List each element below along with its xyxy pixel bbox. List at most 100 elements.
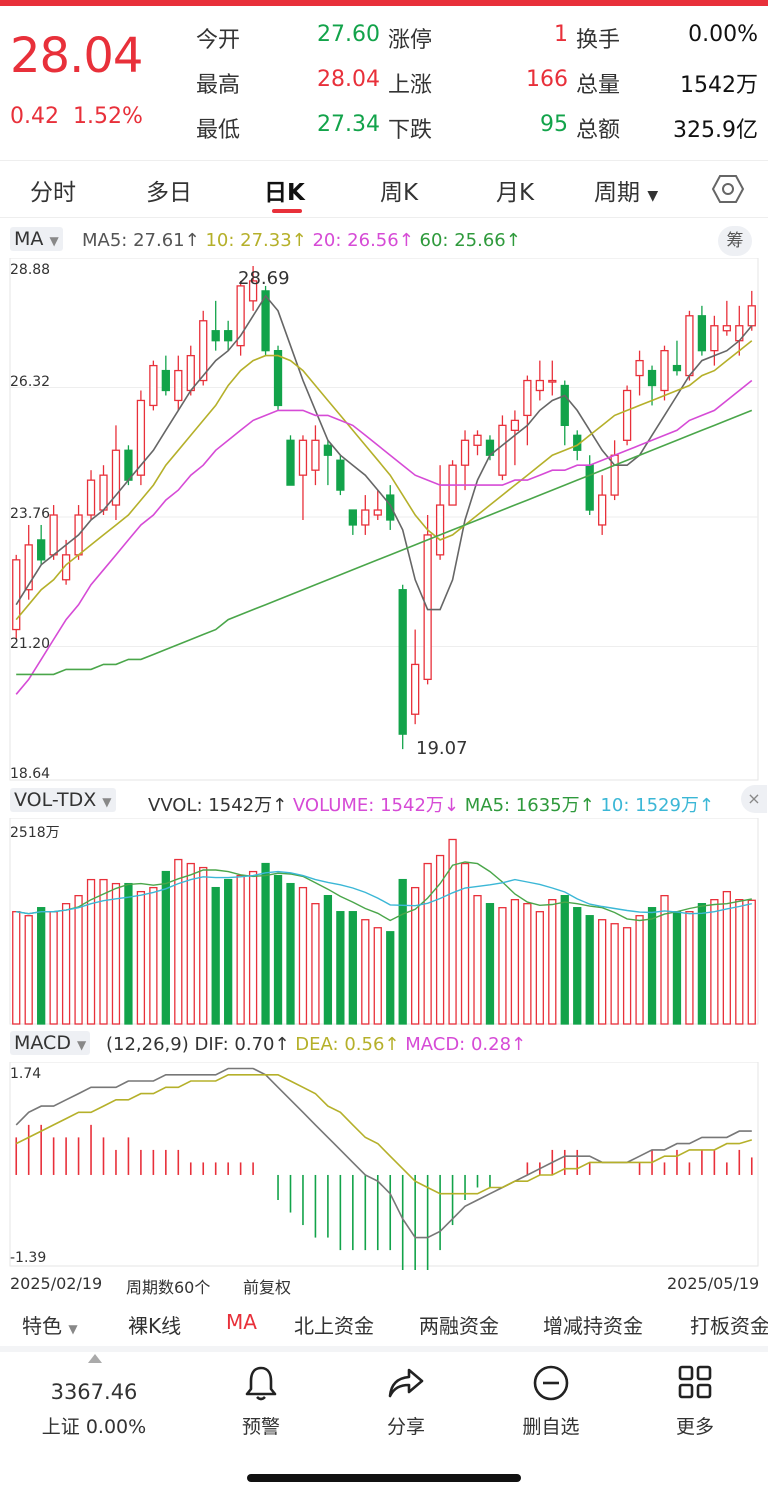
volume-bar-up [535, 911, 544, 1025]
candle-down [273, 350, 283, 407]
volume-value: 1542万 [680, 73, 758, 98]
volume-chart[interactable] [0, 818, 768, 1028]
candle-up [311, 439, 320, 471]
volume-bar-down [573, 907, 582, 1025]
more-label[interactable]: 更多 [675, 1416, 714, 1438]
home-indicator [247, 1474, 521, 1482]
indicator-margin[interactable]: 两融资金 [419, 1314, 499, 1338]
tab-multiday[interactable]: 多日 [146, 180, 192, 206]
ma-selector[interactable]: MA ▼ [10, 227, 63, 251]
price-axis-tick: 23.76 [10, 506, 51, 522]
caret-down-icon: ▼ [647, 188, 659, 204]
indicator-ma[interactable]: MA [226, 1310, 257, 1334]
candle-up [411, 663, 420, 715]
candlestick-chart[interactable] [0, 258, 768, 784]
candle-up [498, 424, 507, 476]
volume-ma10-line [16, 870, 752, 915]
volume-bar-up [298, 886, 308, 1025]
indicator-holding-change[interactable]: 增减持资金 [543, 1314, 643, 1338]
macd-chart[interactable] [0, 1062, 768, 1270]
period-tabs: 分时 多日 日K 周K 月K 周期 ▼ [0, 160, 768, 218]
vol-legend: VVOL: 1542万↑ VOLUME: 1542万↓ MA5: 1635万↑ … [148, 791, 714, 817]
volume-bar-up [411, 886, 420, 1025]
macd-selector[interactable]: MACD ▼ [10, 1031, 91, 1055]
macd-chart-frame [9, 1062, 759, 1267]
close-icon[interactable]: × [741, 785, 767, 813]
candle-up [685, 315, 694, 377]
settings-hexagon-icon[interactable] [711, 173, 745, 205]
change-percent: 1.52% [72, 104, 143, 129]
volume-bar-up [61, 903, 71, 1025]
volume-bar-up [49, 911, 58, 1025]
volume-bar-up [598, 919, 607, 1025]
vol-selector[interactable]: VOL-TDX ▼ [10, 788, 116, 812]
candle-down [336, 459, 345, 491]
limit-up-label: 涨停 [388, 28, 433, 53]
volume-bar-up [635, 915, 644, 1025]
candle-down [161, 369, 170, 392]
candle-up [49, 514, 58, 556]
volume-bar-down [398, 878, 407, 1025]
last-price: 28.04 [10, 28, 143, 84]
volume-bar-up [373, 927, 382, 1025]
volume-bar-up [660, 894, 669, 1025]
limit-up-value: 1 [554, 22, 568, 47]
vol-ma10-value: 10: 1529万↑ [600, 795, 715, 816]
tab-period-dropdown[interactable]: 周期 ▼ [594, 173, 658, 207]
volume-bar-up [74, 894, 83, 1025]
tab-daily-k[interactable]: 日K [264, 180, 305, 206]
index-label[interactable]: 上证 0.00% [41, 1416, 147, 1438]
indicator-naked-k[interactable]: 裸K线 [128, 1314, 182, 1338]
remove-watchlist-label[interactable]: 删自选 [522, 1416, 580, 1438]
volume-bar-up [111, 882, 121, 1025]
candle-up [298, 439, 308, 476]
tab-intraday[interactable]: 分时 [30, 180, 76, 206]
macd-axis-min: -1.39 [10, 1250, 47, 1266]
candle-up [523, 379, 532, 417]
candle-up [61, 554, 71, 581]
grid-more-icon[interactable] [677, 1364, 713, 1400]
share-icon[interactable] [386, 1366, 426, 1400]
volume-bar-up [685, 911, 694, 1025]
volume-bar-up [610, 923, 619, 1025]
candle-up [99, 474, 108, 511]
index-value[interactable]: 3367.46 [50, 1380, 138, 1404]
tab-weekly-k[interactable]: 周K [380, 180, 419, 206]
candle-up [660, 350, 669, 392]
indicator-feature[interactable]: 特色 ▼ [22, 1310, 78, 1339]
candle-down [261, 290, 270, 352]
volume-ma5-line [16, 861, 752, 922]
end-date: 2025/05/19 [667, 1274, 760, 1293]
share-label[interactable]: 分享 [386, 1416, 425, 1438]
price-axis-tick: 21.20 [10, 636, 51, 652]
candle-down [124, 449, 133, 481]
volume-bar-up [86, 878, 96, 1025]
volume-bar-down [560, 894, 569, 1025]
volume-bar-down [37, 907, 46, 1025]
candle-down [398, 589, 407, 735]
remove-circle-icon[interactable] [532, 1364, 570, 1402]
candle-down [224, 330, 233, 342]
change-value: 0.42 [10, 104, 59, 129]
ma20-value: 20: 26.56↑ [312, 230, 414, 251]
candle-up [598, 494, 607, 526]
volume-bar-up [710, 899, 719, 1025]
candle-up [473, 434, 482, 446]
open-value: 27.60 [317, 22, 380, 47]
candle-up [722, 325, 731, 332]
volume-bar-down [348, 911, 357, 1025]
volume-bar-down [485, 903, 495, 1025]
volume-bar-up [548, 899, 557, 1025]
tab-monthly-k[interactable]: 月K [496, 180, 535, 206]
vol-ma5-value: MA5: 1635万↑ [464, 795, 595, 816]
indicator-limit-board[interactable]: 打板资金 [690, 1314, 768, 1338]
volume-bar-down [286, 882, 295, 1025]
indicator-northbound[interactable]: 北上资金 [294, 1314, 374, 1338]
bell-icon[interactable] [243, 1364, 279, 1402]
low-value: 27.34 [317, 112, 380, 137]
alert-label[interactable]: 预警 [241, 1416, 280, 1438]
candle-up [535, 379, 544, 392]
caret-down-icon: ▼ [77, 1038, 87, 1052]
volume-bar-down [336, 911, 345, 1025]
chip-distribution-button[interactable]: 筹 [718, 226, 752, 256]
